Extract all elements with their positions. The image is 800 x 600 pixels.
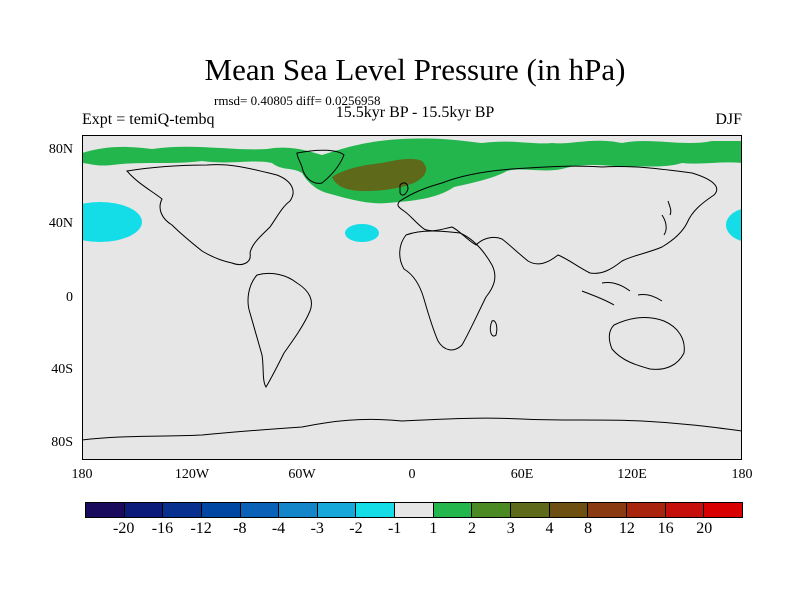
lon-label-60e: 60E [510,467,534,482]
lon-label-180w: 180 [71,467,93,482]
negative-anomaly-region-pacific-west [82,202,142,242]
lon-label-180e: 180 [731,467,753,482]
stats-label: rmsd= 0.40805 diff= 0.0256958 [214,93,381,108]
coast-australia [608,317,685,370]
colorbar-label: -4 [271,520,286,537]
colorbar-box [356,503,396,517]
colorbar-box [86,503,125,517]
colorbar-label: 1 [429,520,438,537]
lon-label-120w: 120W [174,467,210,482]
coast-south-america [247,272,312,388]
colorbar-box [163,503,202,517]
colorbar-box [124,503,164,517]
lat-label-40n: 40N [48,216,73,231]
colorbar-label: -8 [233,520,247,537]
colorbar-label: 3 [506,520,515,537]
lon-label-120e: 120E [617,467,647,482]
colorbar-box [317,503,357,517]
negative-anomaly-region-pacific-east [726,208,742,242]
coast-north-america [126,164,294,266]
coast-antarctica [82,417,742,441]
experiment-label: Expt = temiQ-tembq [82,111,215,128]
coast-greenland [296,149,345,184]
colorbar-label: -3 [310,520,324,537]
lat-label-0: 0 [66,290,73,305]
colorbar-box [472,503,512,517]
colorbar-box [626,503,666,517]
colorbar-label: 16 [657,520,674,537]
lat-label-40s: 40S [51,362,73,377]
coast-madagascar [489,320,498,337]
coast-uk [399,182,409,196]
lat-label-80n: 80N [48,142,73,157]
coast-africa [399,230,496,351]
colorbar-label: -2 [349,520,363,537]
colorbar-label: 8 [584,520,593,537]
lat-label-80s: 80S [51,435,73,450]
season-label: DJF [715,111,742,128]
colorbar-box [665,503,705,517]
colorbar-box [240,503,280,517]
colorbar-label: -16 [151,520,174,537]
coast-indonesia [581,282,663,306]
colorbar-label: -20 [113,520,135,537]
colorbar-label: 2 [468,520,477,537]
lon-label-60w: 60W [288,467,316,482]
world-map [82,135,742,460]
colorbar-box [433,503,473,517]
colorbar-label: -12 [190,520,212,537]
colorbar-box [395,503,434,517]
map-frame [82,135,742,460]
coast-europe-asia [397,165,718,274]
lon-label-0: 0 [408,467,416,482]
negative-anomaly-region-atlantic [345,224,379,242]
chart-title: Mean Sea Level Pressure (in hPa) [204,52,626,87]
colorbar-box [588,503,627,517]
chart-subtitle: 15.5kyr BP - 15.5kyr BP [335,104,495,121]
colorbar-label: 12 [618,520,635,537]
colorbar-box [279,503,318,517]
colorbar-label: 20 [696,520,713,537]
colorbar [85,502,743,518]
colorbar-label: 4 [545,520,554,537]
coastlines [82,149,742,441]
colorbar-box [511,503,550,517]
coast-japan [661,200,672,236]
colorbar-box [549,503,589,517]
colorbar-box [201,503,241,517]
colorbar-label: -1 [387,520,402,537]
colorbar-box [704,503,742,517]
